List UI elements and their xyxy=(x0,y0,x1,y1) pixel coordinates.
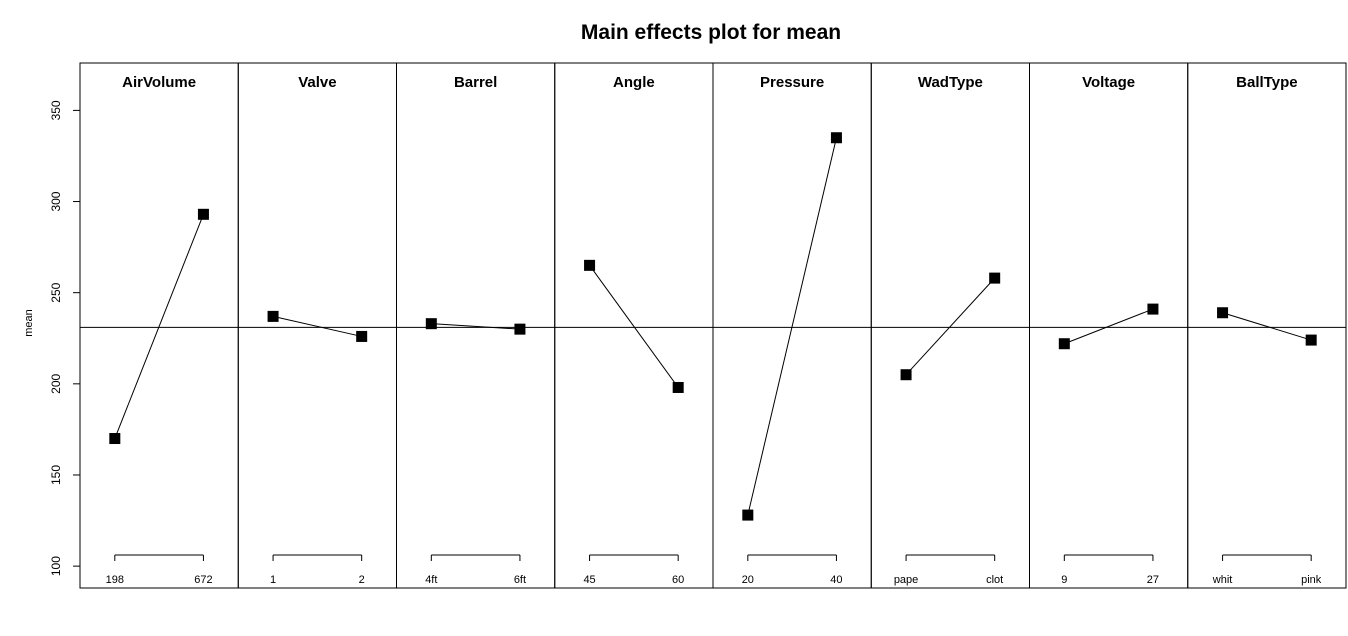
y-tick-label: 350 xyxy=(49,100,63,120)
chart-title: Main effects plot for mean xyxy=(581,21,841,44)
level-marker xyxy=(989,272,1001,284)
level-marker xyxy=(356,330,368,342)
x-tick-label: pink xyxy=(1301,574,1322,586)
level-marker xyxy=(1217,307,1229,319)
panel-title: Barrel xyxy=(454,74,497,91)
panel-frame xyxy=(554,62,714,589)
panel-valve: Valve 1 2 xyxy=(237,62,397,589)
panel-pressure: Pressure 20 40 xyxy=(712,62,872,589)
x-tick-label: whit xyxy=(1212,574,1233,586)
level-marker xyxy=(425,318,437,330)
y-axis: 100 150 200 250 300 350 xyxy=(49,100,81,576)
panel-frame xyxy=(396,62,556,589)
x-tick-label: 60 xyxy=(672,574,684,586)
x-tick-label: 40 xyxy=(830,574,842,586)
effect-line xyxy=(1064,308,1154,345)
x-tick-label: 45 xyxy=(583,574,595,586)
level-marker xyxy=(584,259,596,271)
level-marker xyxy=(514,323,526,335)
panel-balltype: BallType whit pink xyxy=(1187,62,1347,589)
y-tick-label: 100 xyxy=(49,556,63,576)
y-tick-label: 200 xyxy=(49,374,63,394)
panel-angle: Angle 45 60 xyxy=(554,62,714,589)
panel-barrel: Barrel 4ft 6ft xyxy=(396,62,556,589)
level-marker xyxy=(267,310,279,322)
effect-line xyxy=(114,214,204,439)
level-marker xyxy=(197,208,209,220)
panel-title: WadType xyxy=(918,74,983,91)
effect-line xyxy=(905,277,996,376)
panels: AirVolume 198 672 Valve 1 2 Barrel 4ft 6ft Angle 4… xyxy=(79,62,1347,589)
effect-line xyxy=(272,315,362,337)
panel-frame xyxy=(237,62,397,589)
level-marker xyxy=(1305,334,1317,346)
panel-title: AirVolume xyxy=(122,74,196,91)
level-marker xyxy=(109,433,121,445)
panel-frame xyxy=(870,62,1030,589)
panel-title: BallType xyxy=(1236,74,1297,91)
level-marker xyxy=(742,509,754,521)
x-tick-label: 27 xyxy=(1147,574,1159,586)
level-marker xyxy=(1058,338,1070,350)
x-tick-label: 20 xyxy=(742,574,754,586)
y-axis-label: mean xyxy=(23,309,35,337)
panel-airvolume: AirVolume 198 672 xyxy=(79,62,239,589)
x-tick-label: 9 xyxy=(1061,574,1067,586)
level-marker xyxy=(830,132,842,144)
level-marker xyxy=(900,369,912,381)
effect-line xyxy=(747,137,837,516)
level-marker xyxy=(672,381,684,393)
x-tick-label: 2 xyxy=(359,574,365,586)
x-tick-label: 4ft xyxy=(425,574,437,586)
panel-voltage: Voltage 9 27 xyxy=(1029,62,1189,589)
y-tick-label: 250 xyxy=(49,282,63,302)
x-tick-label: 1 xyxy=(270,574,276,586)
panel-title: Voltage xyxy=(1082,74,1135,91)
x-tick-label: 198 xyxy=(106,574,124,586)
effect-line xyxy=(431,323,520,330)
panel-title: Valve xyxy=(298,74,336,91)
x-tick-label: 672 xyxy=(194,574,212,586)
panel-wadtype: WadType pape clot xyxy=(870,62,1030,589)
panel-title: Pressure xyxy=(760,74,824,91)
panel-title: Angle xyxy=(613,74,655,91)
y-tick-label: 150 xyxy=(49,465,63,485)
panel-frame xyxy=(1029,62,1189,589)
level-marker xyxy=(1147,303,1159,315)
x-tick-label: 6ft xyxy=(514,574,526,586)
x-tick-label: clot xyxy=(986,574,1003,586)
panel-frame xyxy=(1187,62,1347,589)
effect-line xyxy=(1222,312,1312,341)
y-tick-label: 300 xyxy=(49,191,63,211)
x-tick-label: pape xyxy=(894,574,918,586)
effect-line xyxy=(589,265,679,388)
